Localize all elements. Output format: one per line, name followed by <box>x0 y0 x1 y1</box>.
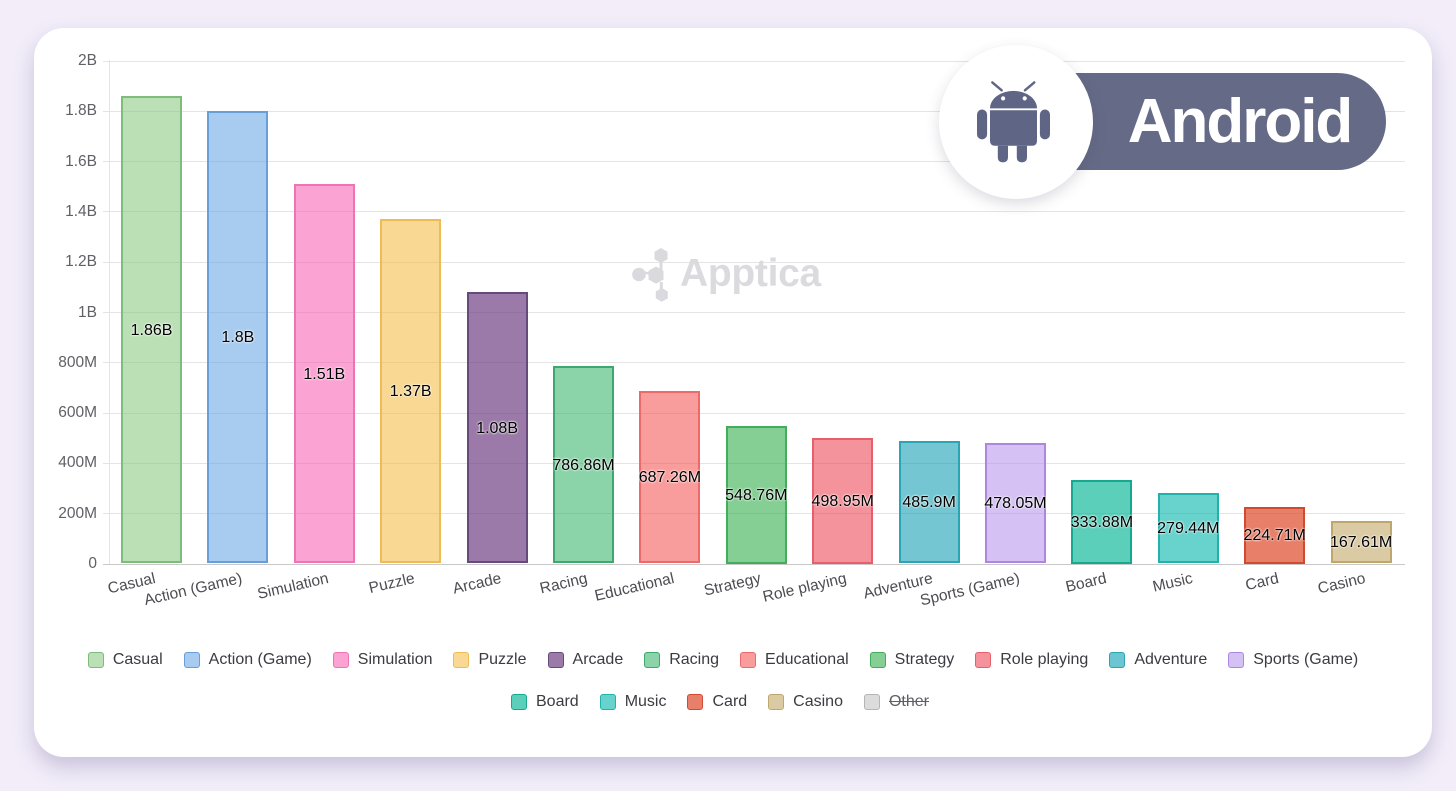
svg-text:Apptica: Apptica <box>680 252 822 295</box>
